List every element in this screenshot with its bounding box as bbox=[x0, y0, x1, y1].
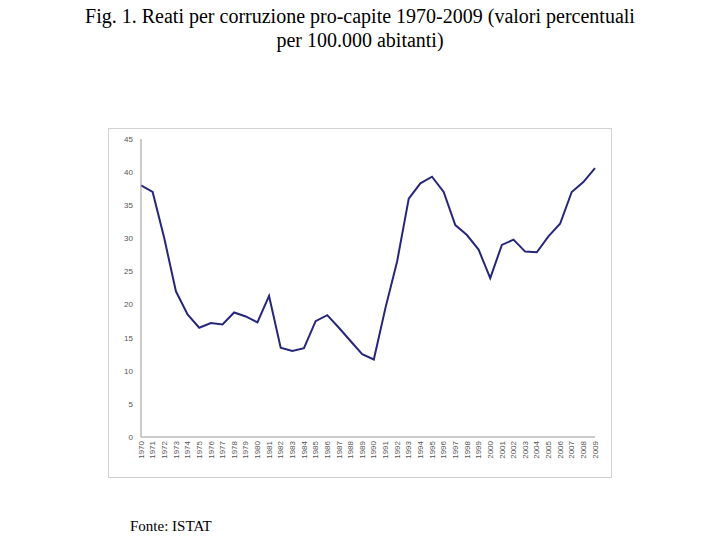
svg-text:30: 30 bbox=[124, 234, 133, 243]
svg-text:1986: 1986 bbox=[323, 440, 332, 458]
svg-text:1973: 1973 bbox=[172, 440, 181, 458]
svg-text:1981: 1981 bbox=[265, 440, 274, 458]
svg-text:1988: 1988 bbox=[346, 440, 355, 458]
svg-text:1992: 1992 bbox=[393, 440, 402, 458]
svg-text:1976: 1976 bbox=[207, 440, 216, 458]
svg-text:35: 35 bbox=[124, 201, 133, 210]
svg-text:1984: 1984 bbox=[300, 440, 309, 458]
svg-text:2006: 2006 bbox=[556, 440, 565, 458]
svg-text:2005: 2005 bbox=[544, 440, 553, 458]
svg-text:1985: 1985 bbox=[311, 440, 320, 458]
svg-text:45: 45 bbox=[124, 135, 133, 144]
svg-text:1972: 1972 bbox=[160, 440, 169, 458]
svg-text:0: 0 bbox=[129, 433, 134, 442]
svg-text:5: 5 bbox=[129, 400, 134, 409]
svg-text:2002: 2002 bbox=[509, 440, 518, 458]
svg-text:1975: 1975 bbox=[195, 440, 204, 458]
svg-text:20: 20 bbox=[124, 300, 133, 309]
svg-text:1997: 1997 bbox=[451, 440, 460, 458]
svg-text:1982: 1982 bbox=[276, 440, 285, 458]
svg-text:1979: 1979 bbox=[241, 440, 250, 458]
svg-text:2001: 2001 bbox=[498, 440, 507, 458]
svg-text:1971: 1971 bbox=[148, 440, 157, 458]
svg-text:2008: 2008 bbox=[579, 440, 588, 458]
svg-text:2000: 2000 bbox=[486, 440, 495, 458]
svg-text:1987: 1987 bbox=[335, 440, 344, 458]
svg-text:1991: 1991 bbox=[381, 440, 390, 458]
svg-text:15: 15 bbox=[124, 334, 133, 343]
svg-text:2003: 2003 bbox=[521, 440, 530, 458]
svg-text:1974: 1974 bbox=[183, 440, 192, 458]
svg-text:1993: 1993 bbox=[404, 440, 413, 458]
svg-text:1998: 1998 bbox=[463, 440, 472, 458]
svg-text:1996: 1996 bbox=[439, 440, 448, 458]
html-text:Fonte: ISTAT: Fonte: ISTAT bbox=[130, 518, 212, 534]
svg-text:1989: 1989 bbox=[358, 440, 367, 458]
svg-text:1994: 1994 bbox=[416, 440, 425, 458]
svg-text:2007: 2007 bbox=[567, 440, 576, 458]
svg-text:2004: 2004 bbox=[532, 440, 541, 458]
html-text:Fig. 1. Reati per corruzione p: Fig. 1. Reati per corruzione pro-capite … bbox=[85, 5, 635, 51]
svg-text:1995: 1995 bbox=[428, 440, 437, 458]
svg-text:1999: 1999 bbox=[474, 440, 483, 458]
svg-text:1977: 1977 bbox=[218, 440, 227, 458]
svg-text:40: 40 bbox=[124, 168, 133, 177]
svg-text:1980: 1980 bbox=[253, 440, 262, 458]
svg-text:1990: 1990 bbox=[370, 440, 379, 458]
svg-text:1978: 1978 bbox=[230, 440, 239, 458]
svg-text:1983: 1983 bbox=[288, 440, 297, 458]
svg-text:1970: 1970 bbox=[137, 440, 146, 458]
svg-text:2009: 2009 bbox=[591, 440, 600, 458]
svg-text:25: 25 bbox=[124, 267, 133, 276]
svg-text:10: 10 bbox=[124, 367, 133, 376]
